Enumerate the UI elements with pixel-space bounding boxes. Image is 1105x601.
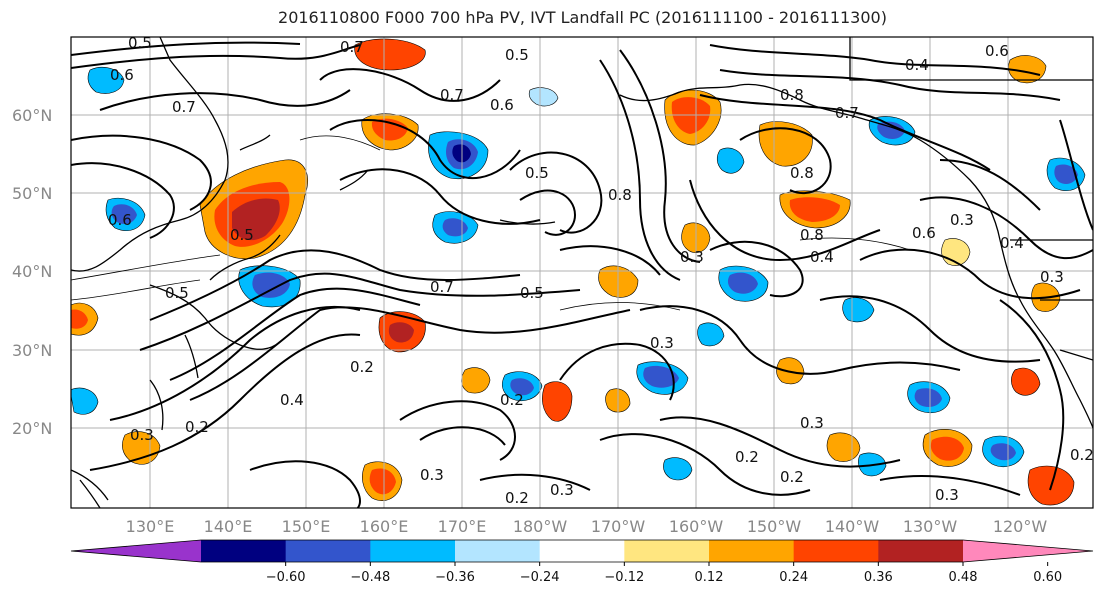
contour-label: 0.3	[420, 466, 444, 484]
contour-label: 0.7	[340, 38, 364, 56]
lon-label: 160°E	[360, 517, 409, 536]
lon-label: 150°E	[282, 517, 331, 536]
contour-label: 0.3	[680, 248, 704, 266]
contour-label: 0.2	[500, 391, 524, 409]
colorbar-extend-low	[71, 540, 201, 562]
lon-label: 140°W	[825, 517, 880, 536]
colorbar: −0.60 −0.48 −0.36 −0.24 −0.12 0.12 0.24 0.36 0.4…	[70, 539, 1094, 585]
longitude-labels: 130°E 140°E 150°E 160°E 170°E 180°W 170°…	[126, 517, 1048, 536]
contour-label: 0.5	[128, 34, 152, 52]
contour-label: 0.6	[108, 211, 132, 229]
contour-label: 0.3	[130, 426, 154, 444]
contour-label: 0.7	[835, 104, 859, 122]
lon-label: 150°W	[747, 517, 802, 536]
lon-label: 170°W	[591, 517, 646, 536]
contour-label: 0.6	[985, 42, 1009, 60]
contour-label: 0.7	[440, 86, 464, 104]
contour-label: 0.4	[280, 391, 304, 409]
colorbar-tick-label: 0.48	[949, 570, 978, 585]
contour-label: 0.2	[505, 489, 529, 507]
colorbar-tick-label: 0.24	[779, 570, 808, 585]
contour-label: 0.8	[790, 164, 814, 182]
colorbar-tick-label: −0.12	[604, 570, 644, 585]
contour-labels: 0.5 0.7 0.5 0.6 0.7 0.7 0.6 0.8 0.7 0.4 …	[108, 34, 1094, 507]
colorbar-segment	[455, 540, 541, 562]
colorbar-segment	[709, 540, 795, 562]
contour-label: 0.5	[165, 284, 189, 302]
contour-label: 0.8	[780, 86, 804, 104]
colorbar-tick-label: 0.60	[1033, 570, 1062, 585]
contour-label: 0.4	[905, 56, 929, 74]
lon-label: 160°W	[669, 517, 724, 536]
lon-label: 130°E	[126, 517, 175, 536]
contour-label: 0.5	[230, 226, 254, 244]
colorbar-outline	[70, 539, 1094, 563]
contour-label: 0.6	[110, 66, 134, 84]
contour-label: 0.6	[490, 96, 514, 114]
colorbar-tick-label: −0.48	[350, 570, 390, 585]
colorbar-tick-label: −0.24	[520, 570, 560, 585]
colorbar-segment	[624, 540, 710, 562]
colorbar-segment	[793, 540, 879, 562]
lon-label: 170°E	[438, 517, 487, 536]
contour-label: 0.2	[1070, 446, 1094, 464]
lon-label: 120°W	[993, 517, 1048, 536]
contour-label: 0.3	[550, 481, 574, 499]
colorbar-segment	[539, 540, 625, 562]
coastlines	[71, 37, 1093, 508]
contour-label: 0.7	[172, 98, 196, 116]
contour-label: 0.2	[780, 468, 804, 486]
lat-label: 40°N	[12, 262, 52, 281]
contour-label: 0.7	[430, 278, 454, 296]
contour-label: 0.3	[1040, 268, 1064, 286]
pv-contours	[71, 135, 911, 311]
contour-label: 0.8	[608, 186, 632, 204]
contour-label: 0.4	[1000, 234, 1024, 252]
contour-label: 0.2	[350, 358, 374, 376]
map-title: 2016110800 F000 700 hPa PV, IVT Landfall…	[278, 8, 887, 27]
pv-anomaly-shading	[71, 38, 1086, 506]
colorbar-tick-label: −0.36	[435, 570, 475, 585]
lat-label: 60°N	[12, 106, 52, 125]
colorbar-segment	[201, 540, 287, 562]
lat-label: 30°N	[12, 341, 52, 360]
latitude-labels: 60°N 50°N 40°N 30°N 20°N	[12, 106, 52, 438]
contour-label: 0.5	[520, 284, 544, 302]
lon-label: 180°W	[513, 517, 568, 536]
ivt-contours	[71, 41, 1093, 508]
contour-label: 0.6	[912, 224, 936, 242]
colorbar-tick-label: 0.12	[695, 570, 724, 585]
contour-label: 0.5	[525, 164, 549, 182]
colorbar-tick-label: 0.36	[864, 570, 893, 585]
contour-label: 0.3	[935, 486, 959, 504]
colorbar-segment	[878, 540, 964, 562]
contour-label: 0.3	[800, 414, 824, 432]
contour-label: 0.8	[800, 226, 824, 244]
colorbar-segment	[370, 540, 456, 562]
lat-label: 20°N	[12, 419, 52, 438]
colorbar-segment	[285, 540, 371, 562]
contour-label: 0.5	[505, 46, 529, 64]
contour-label: 0.4	[810, 248, 834, 266]
lon-label: 140°E	[204, 517, 253, 536]
contour-label: 0.2	[185, 418, 209, 436]
map-frame	[70, 36, 1094, 509]
colorbar-extend-high	[963, 540, 1093, 562]
contour-label: 0.3	[950, 211, 974, 229]
contour-label: 0.3	[650, 334, 674, 352]
colorbar-tick-label: −0.60	[266, 570, 306, 585]
lat-label: 50°N	[12, 184, 52, 203]
contour-label: 0.2	[735, 448, 759, 466]
lon-label: 130°W	[903, 517, 958, 536]
